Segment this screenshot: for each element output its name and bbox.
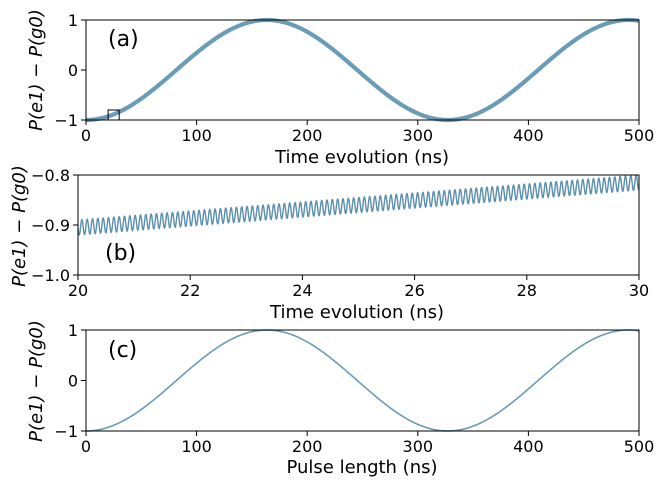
y-tick-label: −0.8 bbox=[31, 166, 70, 185]
panel-a-x-axis-label: Time evolution (ns) bbox=[274, 147, 449, 168]
panel-b-label: (b) bbox=[105, 241, 136, 266]
y-tick-label: 1 bbox=[68, 11, 78, 30]
x-tick-label: 30 bbox=[629, 281, 649, 300]
y-tick-label: −1 bbox=[54, 111, 78, 130]
panel-a-label: (a) bbox=[108, 27, 139, 52]
x-tick-label: 22 bbox=[180, 281, 200, 300]
x-tick-label: 300 bbox=[403, 437, 434, 456]
panel-c: 0 100 200 300 400 500 −101 (c) Pulse length (… bbox=[26, 320, 654, 478]
x-tick-label: 26 bbox=[404, 281, 424, 300]
panel-b-y-axis-label: P(e1) − P(g0) bbox=[9, 165, 30, 287]
x-tick-label: 200 bbox=[292, 437, 323, 456]
panel-a: 0 100 200 300 400 500 −101 (a) Time evolution… bbox=[26, 9, 654, 168]
panel-a-y-axis-label: P(e1) − P(g0) bbox=[26, 9, 47, 131]
y-tick-label: 0 bbox=[68, 61, 78, 80]
x-tick-label: 500 bbox=[624, 437, 655, 456]
x-tick-label: 0 bbox=[81, 437, 91, 456]
panel-c-y-ticks: −1 0 1 bbox=[54, 321, 86, 441]
plot-frame bbox=[85, 19, 640, 121]
x-tick-label: 28 bbox=[517, 281, 537, 300]
x-tick-label: 20 bbox=[68, 281, 88, 300]
x-tick-label: 24 bbox=[292, 281, 312, 300]
panel-a-x-ticks: 0 100 200 300 400 500 bbox=[81, 120, 654, 145]
x-tick-label: 0 bbox=[81, 126, 91, 145]
plot-frame bbox=[85, 329, 640, 432]
panel-b-x-axis-label: Time evolution (ns) bbox=[269, 302, 444, 323]
panel-c-label: (c) bbox=[108, 338, 137, 363]
y-tick-label: −0.9 bbox=[31, 216, 70, 235]
panel-c-x-ticks: 0 100 200 300 400 500 bbox=[81, 431, 654, 456]
x-tick-label: 100 bbox=[181, 437, 212, 456]
x-tick-label: 200 bbox=[292, 126, 323, 145]
panel-b: 20 22 24 26 28 30 −1.0 −0.9 −0.8 (b) Time evolu… bbox=[9, 165, 649, 323]
y-tick-label: 1 bbox=[68, 321, 78, 340]
panel-c-frame bbox=[85, 329, 640, 432]
x-tick-label: 500 bbox=[624, 126, 655, 145]
x-tick-label: 100 bbox=[181, 126, 212, 145]
panel-a-series-line bbox=[86, 17, 640, 123]
panel-c-series-line bbox=[86, 329, 640, 432]
panel-b-series-line bbox=[77, 174, 640, 236]
y-tick-label: 0 bbox=[68, 372, 78, 391]
x-tick-label: 400 bbox=[513, 437, 544, 456]
x-tick-label: 400 bbox=[513, 126, 544, 145]
panel-c-x-axis-label: Pulse length (ns) bbox=[286, 457, 437, 478]
x-tick-label: 300 bbox=[403, 126, 434, 145]
panel-b-y-ticks: −1.0 −0.9 −0.8 bbox=[31, 166, 78, 285]
y-tick-label: −1.0 bbox=[31, 266, 70, 285]
panel-c-y-axis-label: P(e1) − P(g0) bbox=[26, 320, 47, 442]
y-tick-label: −1 bbox=[54, 422, 78, 441]
panel-a-frame bbox=[85, 19, 640, 121]
panel-a-y-ticks: −1 0 1 bbox=[54, 11, 86, 130]
panel-b-x-ticks: 20 22 24 26 28 30 bbox=[68, 275, 649, 300]
